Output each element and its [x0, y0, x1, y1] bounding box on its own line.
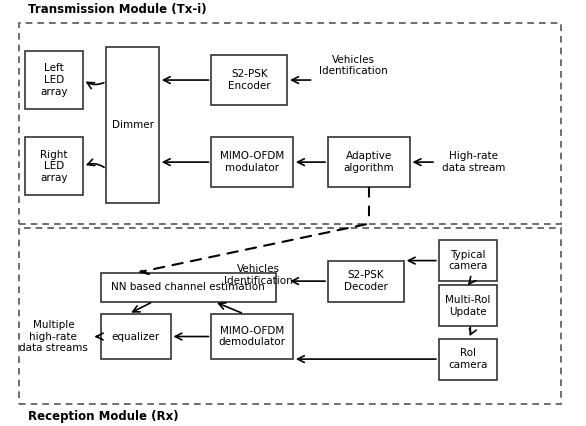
Text: S2-PSK
Encoder: S2-PSK Encoder: [228, 69, 271, 91]
Text: Multiple
high-rate
data streams: Multiple high-rate data streams: [19, 320, 88, 353]
Text: Vehicles
Identification: Vehicles Identification: [319, 55, 388, 77]
Bar: [212, 138, 293, 187]
Bar: [212, 55, 287, 105]
Bar: [25, 51, 83, 109]
Text: NN based channel estimation: NN based channel estimation: [111, 282, 265, 292]
Bar: [328, 138, 410, 187]
Text: Dimmer: Dimmer: [111, 120, 154, 130]
Bar: [19, 228, 561, 404]
Text: MIMO-OFDM
demodulator: MIMO-OFDM demodulator: [219, 326, 285, 347]
Text: Transmission Module (Tx-i): Transmission Module (Tx-i): [28, 3, 206, 17]
Text: Reception Module (Rx): Reception Module (Rx): [28, 410, 178, 423]
Bar: [19, 23, 561, 224]
Bar: [439, 285, 497, 326]
Text: Typical
camera: Typical camera: [448, 250, 488, 271]
Text: S2-PSK
Decoder: S2-PSK Decoder: [344, 271, 388, 292]
Text: Left
LED
array: Left LED array: [40, 63, 67, 97]
Text: High-rate
data stream: High-rate data stream: [442, 151, 505, 173]
Bar: [439, 240, 497, 281]
Bar: [107, 47, 159, 203]
Text: Vehicles
Identification: Vehicles Identification: [224, 264, 292, 286]
Bar: [328, 261, 404, 302]
Bar: [25, 138, 83, 195]
Text: Multi-RoI
Update: Multi-RoI Update: [445, 295, 490, 317]
Bar: [212, 314, 293, 359]
Text: equalizer: equalizer: [111, 331, 159, 342]
Bar: [439, 339, 497, 380]
Text: MIMO-OFDM
modulator: MIMO-OFDM modulator: [220, 151, 284, 173]
Text: Right
LED
array: Right LED array: [40, 150, 67, 183]
Text: RoI
camera: RoI camera: [448, 348, 488, 370]
Bar: [101, 314, 171, 359]
Text: Adaptive
algorithm: Adaptive algorithm: [343, 151, 394, 173]
Bar: [101, 273, 275, 302]
